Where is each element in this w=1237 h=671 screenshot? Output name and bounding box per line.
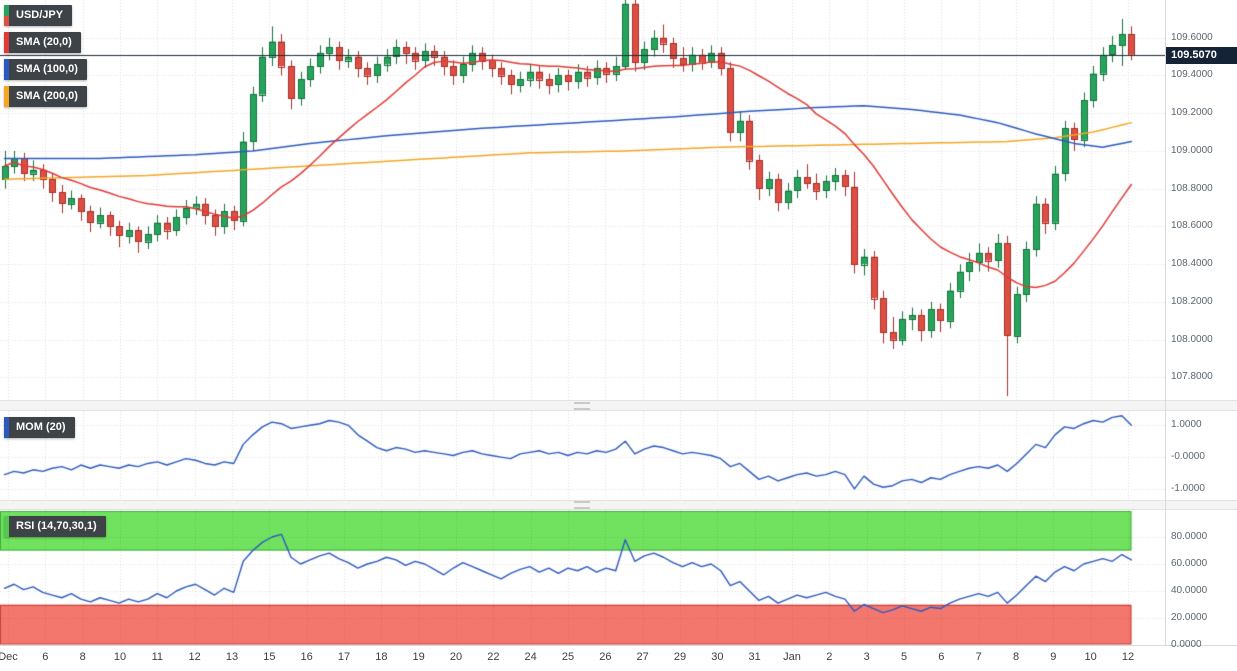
time-axis-label: 6 — [938, 651, 945, 663]
time-axis-label: 8 — [79, 651, 86, 663]
sma200-chip[interactable]: SMA (200,0) — [4, 86, 87, 107]
time-axis-label: 2 — [826, 651, 833, 663]
rsi-chip[interactable]: RSI (14,70,30,1) — [4, 516, 106, 537]
axis-separator — [1165, 0, 1166, 645]
time-axis-label: 9 — [1050, 651, 1057, 663]
sma20-label: SMA (20,0) — [16, 36, 72, 48]
time-axis-label: 17 — [337, 651, 351, 663]
rsi-axis-label: 80.0000 — [1171, 531, 1208, 542]
momentum-axis-label: -0.0000 — [1171, 451, 1205, 463]
momentum-axis-label: 1.0000 — [1171, 419, 1202, 431]
rsi-label: RSI (14,70,30,1) — [16, 520, 97, 532]
price-axis-label: 108.4000 — [1171, 258, 1213, 270]
panel-resize-handle-icon[interactable] — [574, 501, 590, 509]
rsi-axis-label: 60.0000 — [1171, 558, 1208, 569]
sma20-color-stripe — [4, 32, 9, 53]
sma100-label: SMA (100,0) — [16, 63, 78, 75]
sma200-label: SMA (200,0) — [16, 90, 78, 102]
time-axis-label: 7 — [975, 651, 982, 663]
rsi-panel-canvas[interactable] — [0, 510, 1165, 645]
time-axis-label: 8 — [1012, 651, 1020, 663]
time-axis-label: 31 — [748, 651, 761, 663]
time-axis-label: 6 — [42, 651, 49, 663]
time-axis-label: 12 — [1121, 651, 1135, 663]
rsi-color-stripe — [4, 516, 9, 537]
price-chart-canvas[interactable] — [0, 0, 1165, 400]
rsi-axis-label: 40.0000 — [1171, 585, 1208, 596]
time-axis-label: 12 — [188, 651, 201, 663]
momentum-color-stripe — [4, 417, 9, 438]
sma200-color-stripe — [4, 86, 9, 107]
panel-resize-divider[interactable] — [0, 400, 1237, 411]
sma100-color-stripe — [4, 59, 9, 80]
momentum-panel-canvas[interactable] — [0, 411, 1165, 500]
price-axis-label: 107.8000 — [1171, 371, 1213, 383]
time-axis-label: 5 — [900, 651, 908, 663]
time-axis-label: 27 — [636, 651, 649, 663]
time-axis-label: Dec — [0, 651, 18, 663]
current-price-tag: 109.5070 — [1166, 47, 1237, 64]
instrument-color-stripe — [4, 5, 9, 26]
time-axis-label: 29 — [673, 651, 687, 663]
current-price-value: 109.5070 — [1171, 49, 1217, 61]
price-axis-label: 108.6000 — [1171, 220, 1213, 232]
time-axis-label: 11 — [151, 651, 164, 663]
time-axis-label: 10 — [113, 651, 127, 663]
time-axis[interactable] — [0, 645, 1237, 671]
time-axis-label: Jan — [783, 651, 801, 663]
time-axis-label: 16 — [300, 651, 313, 663]
time-axis-label: 15 — [263, 651, 276, 663]
time-axis-label: 24 — [524, 651, 537, 663]
price-axis-label: 109.6000 — [1171, 31, 1213, 43]
rsi-axis-label: 20.0000 — [1171, 612, 1208, 623]
panel-resize-handle-icon[interactable] — [574, 402, 590, 409]
sma20-chip[interactable]: SMA (20,0) — [4, 32, 81, 53]
momentum-chip[interactable]: MOM (20) — [4, 417, 75, 438]
price-axis-label: 109.0000 — [1171, 144, 1213, 156]
sma100-chip[interactable]: SMA (100,0) — [4, 59, 87, 80]
price-axis-label: 108.2000 — [1171, 295, 1213, 307]
time-axis-label: 25 — [561, 651, 575, 663]
momentum-label: MOM (20) — [16, 421, 66, 433]
time-axis-label: 18 — [375, 651, 388, 663]
time-axis-label: 22 — [487, 651, 500, 663]
time-axis-label: 10 — [1084, 651, 1097, 663]
time-axis-label: 19 — [412, 651, 425, 663]
time-axis-label: 30 — [711, 651, 724, 663]
panel-resize-divider[interactable] — [0, 500, 1237, 510]
instrument-label: USD/JPY — [16, 9, 64, 21]
time-axis-label: 3 — [863, 651, 870, 663]
price-axis-label: 108.8000 — [1171, 182, 1213, 194]
price-axis-label: 108.0000 — [1171, 333, 1213, 345]
time-axis-label: 26 — [599, 651, 612, 663]
time-axis-label: 13 — [225, 651, 239, 663]
momentum-axis-label: -1.0000 — [1171, 482, 1205, 494]
price-axis-label: 109.4000 — [1171, 69, 1213, 81]
rsi-axis-label: 0.0000 — [1171, 639, 1202, 650]
instrument-chip[interactable]: USD/JPY — [4, 5, 73, 26]
time-axis-label: 20 — [449, 651, 463, 663]
price-axis-label: 109.2000 — [1171, 107, 1213, 119]
